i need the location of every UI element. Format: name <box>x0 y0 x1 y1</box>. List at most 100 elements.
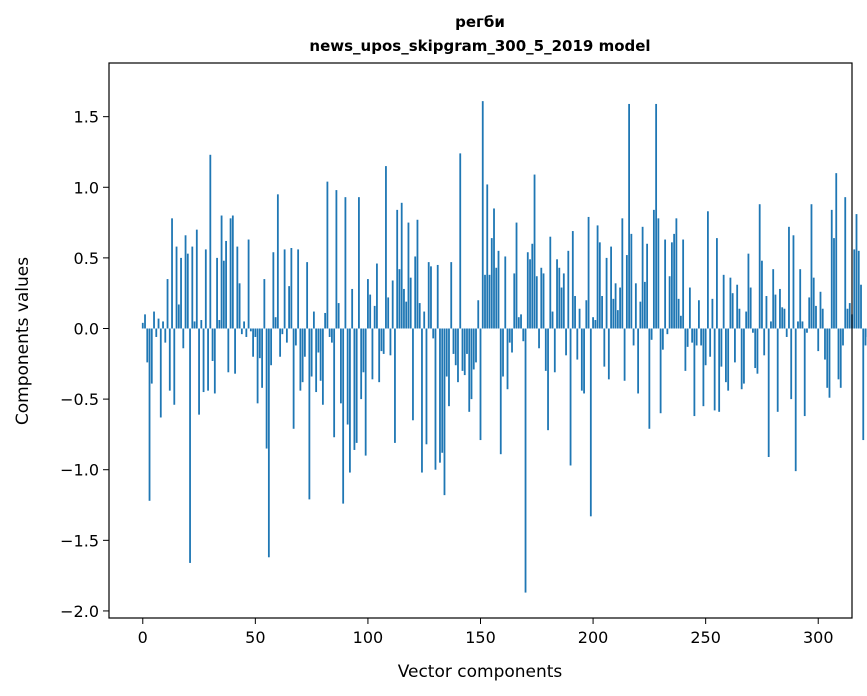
bar-75 <box>310 328 313 377</box>
bar-68 <box>294 328 297 346</box>
bar-158 <box>497 250 500 329</box>
bar-213 <box>621 218 624 329</box>
bar-247 <box>698 300 700 329</box>
x-tick-label-6: 300 <box>803 628 834 647</box>
bar-152 <box>484 274 486 329</box>
bar-21 <box>189 328 191 563</box>
bar-146 <box>470 328 473 400</box>
bar-79 <box>319 328 322 381</box>
bar-70 <box>299 328 302 391</box>
bar-243 <box>688 287 691 329</box>
bar-264 <box>736 284 739 329</box>
bar-155 <box>490 238 493 329</box>
bar-251 <box>707 211 709 329</box>
bar-196 <box>583 328 585 394</box>
bar-289 <box>792 235 795 329</box>
bar-69 <box>297 249 300 329</box>
bar-102 <box>371 328 374 380</box>
bar-201 <box>594 320 597 329</box>
bar-109 <box>387 297 390 329</box>
bar-294 <box>803 328 806 417</box>
bar-128 <box>430 266 432 329</box>
bar-13 <box>171 218 173 329</box>
chart-subtitle: news_upos_skipgram_300_5_2019 model <box>309 37 650 55</box>
bar-157 <box>495 267 498 329</box>
bar-191 <box>571 231 574 329</box>
y-tick-label-4: 0.0 <box>74 319 99 338</box>
bar-297 <box>810 204 813 329</box>
bar-50 <box>254 328 257 337</box>
bar-295 <box>806 328 808 333</box>
bar-149 <box>477 300 480 329</box>
bar-231 <box>661 328 664 350</box>
bar-41 <box>234 328 236 374</box>
bar-166 <box>515 222 518 329</box>
bar-199 <box>589 328 592 517</box>
bar-72 <box>303 328 306 357</box>
bar-60 <box>276 194 279 329</box>
bar-185 <box>558 267 561 329</box>
bar-217 <box>630 233 633 329</box>
bar-15 <box>175 246 178 329</box>
bar-248 <box>700 328 703 346</box>
bar-278 <box>767 328 770 458</box>
bar-58 <box>272 252 275 329</box>
y-axis: −2.0 −1.5 −1.0 −0.5 0.0 0.5 1.0 1.5 <box>60 108 109 621</box>
bar-212 <box>619 287 621 329</box>
bar-148 <box>475 328 477 363</box>
bar-299 <box>815 305 817 329</box>
bar-43 <box>238 283 241 329</box>
bar-227 <box>652 209 655 329</box>
bar-170 <box>524 328 527 593</box>
bar-215 <box>625 255 628 329</box>
bar-182 <box>551 311 554 329</box>
bar-132 <box>439 328 441 463</box>
bar-36 <box>222 260 225 329</box>
y-tick-label-5: 0.5 <box>74 249 99 268</box>
bar-281 <box>774 294 777 329</box>
bar-30 <box>209 154 212 329</box>
bar-86 <box>335 190 338 329</box>
bar-57 <box>270 328 273 366</box>
bar-242 <box>686 328 689 347</box>
bar-200 <box>592 317 594 329</box>
bar-67 <box>292 328 295 429</box>
y-tick-label-0: −2.0 <box>60 602 99 621</box>
bar-165 <box>513 273 516 329</box>
bar-296 <box>808 297 811 329</box>
bar-187 <box>562 273 565 329</box>
bar-133 <box>441 328 444 453</box>
bar-108 <box>385 166 387 329</box>
bar-145 <box>468 328 471 412</box>
bar-309 <box>837 328 840 380</box>
bar-169 <box>522 328 525 342</box>
bar-124 <box>421 328 423 473</box>
bar-151 <box>481 101 484 329</box>
bar-115 <box>400 202 403 329</box>
bar-123 <box>418 303 421 329</box>
bar-162 <box>506 328 509 390</box>
bar-273 <box>756 328 759 374</box>
bar-76 <box>312 311 315 329</box>
bar-101 <box>369 294 372 329</box>
bar-110 <box>389 328 392 356</box>
bar-172 <box>529 259 531 329</box>
bar-288 <box>790 328 793 400</box>
bar-64 <box>285 328 288 343</box>
bar-316 <box>853 249 856 329</box>
bar-90 <box>344 197 347 329</box>
bar-147 <box>472 328 475 370</box>
bar-256 <box>718 328 721 412</box>
bar-163 <box>508 328 511 343</box>
bar-3 <box>148 328 151 501</box>
bar-226 <box>650 328 653 340</box>
bar-11 <box>166 279 169 329</box>
bar-312 <box>844 197 847 329</box>
bar-8 <box>159 328 162 418</box>
bar-127 <box>427 262 430 329</box>
bar-245 <box>693 328 696 417</box>
bar-318 <box>857 250 860 329</box>
bar-177 <box>540 267 543 329</box>
bar-91 <box>346 328 349 425</box>
bar-42 <box>236 246 239 329</box>
